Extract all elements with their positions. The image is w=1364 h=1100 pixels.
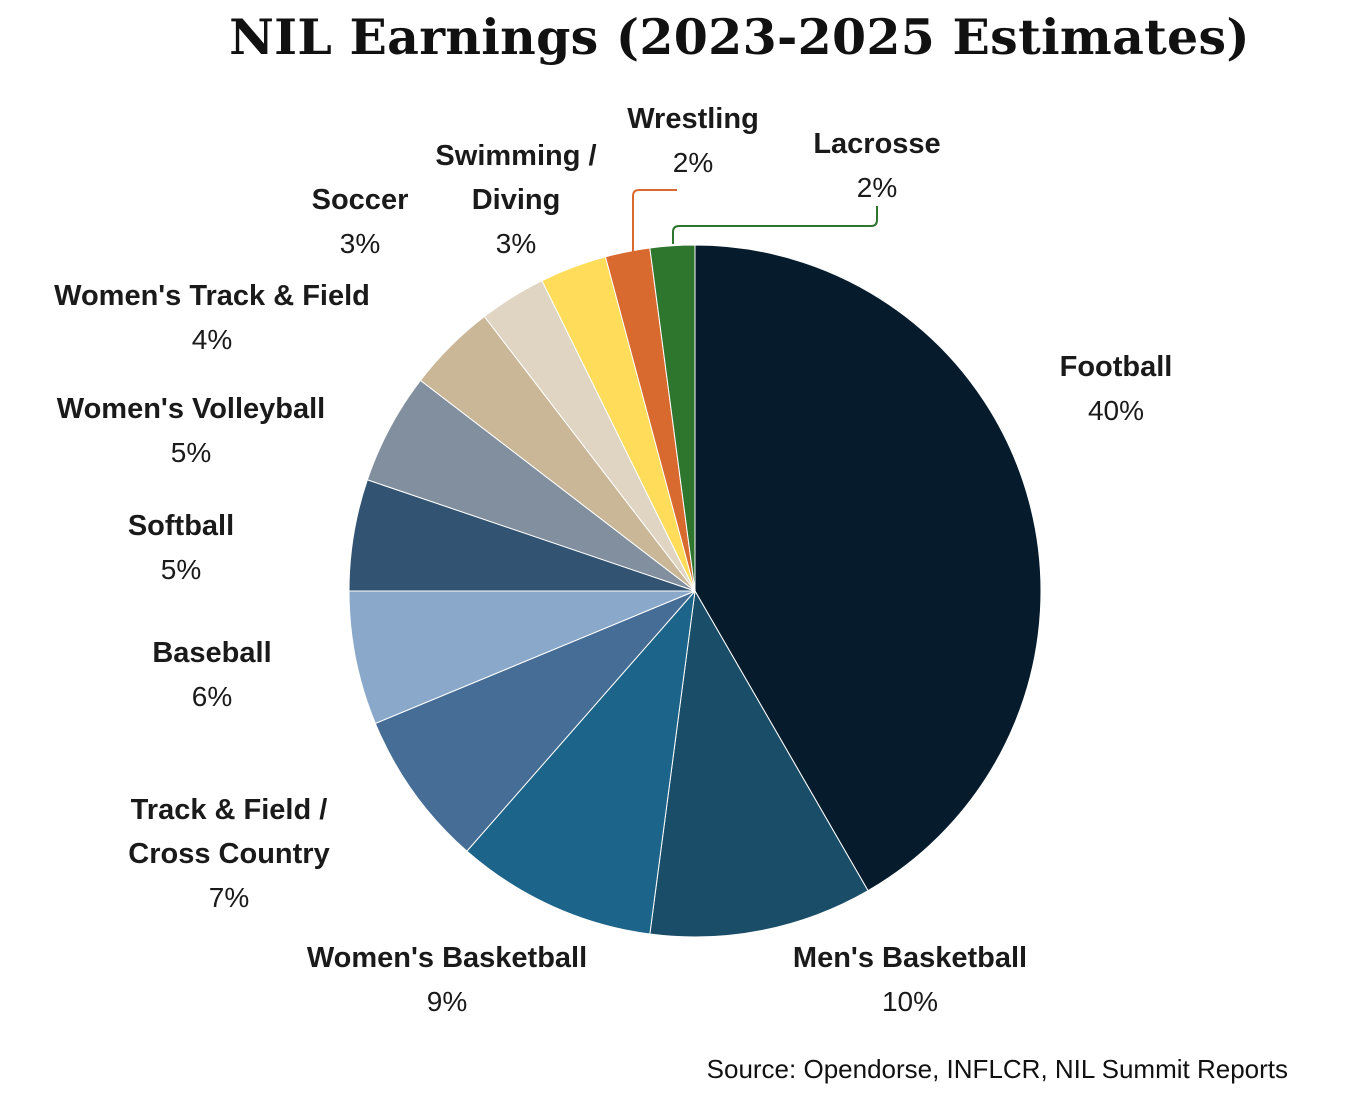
- source-note: Source: Opendorse, INFLCR, NIL Summit Re…: [706, 1054, 1288, 1084]
- slice-percent: 10%: [882, 986, 938, 1017]
- slice-name: Soccer: [312, 184, 409, 216]
- slice-label-7: Women's Volleyball 5%: [57, 393, 326, 468]
- slice-name: Cross Country: [128, 838, 329, 870]
- chart-title: NIL Earnings (2023-2025 Estimates): [229, 8, 1250, 66]
- leader-line-11: [632, 189, 677, 252]
- slice-label-9: Soccer 3%: [312, 184, 409, 259]
- pie-slice-2: [649, 589, 869, 938]
- slice-percent: 3%: [340, 228, 380, 259]
- slice-name: Football: [1060, 351, 1173, 383]
- slice-label-8: Women's Track & Field 4%: [54, 280, 370, 355]
- slice-label-3: Women's Basketball 9%: [307, 942, 587, 1017]
- slice-label-5: Baseball 6%: [152, 637, 271, 712]
- slice-percent: 6%: [192, 681, 232, 712]
- slice-percent: 5%: [171, 437, 211, 468]
- slice-name: Women's Volleyball: [57, 393, 326, 425]
- pie-slices: [348, 244, 1042, 938]
- slice-name: Track & Field /: [131, 794, 328, 826]
- pie-slice-5: [348, 590, 696, 725]
- slice-percent: 4%: [192, 324, 232, 355]
- leader-line-12: [672, 206, 878, 244]
- slice-percent: 2%: [857, 172, 897, 203]
- slice-percent: 2%: [673, 147, 713, 178]
- slice-name: Diving: [472, 184, 561, 216]
- slice-name: Baseball: [152, 637, 271, 669]
- slice-label-4: Track & Field / Cross Country 7%: [128, 794, 329, 913]
- slice-label-1: Football 40%: [1060, 351, 1173, 426]
- slice-percent: 40%: [1088, 395, 1144, 426]
- pie-slice-3: [466, 589, 696, 935]
- pie-slice-4: [374, 590, 696, 852]
- slice-label-12: Lacrosse 2%: [813, 128, 940, 203]
- label-leader-lines: [632, 189, 878, 252]
- slice-name: Men's Basketball: [793, 942, 1027, 974]
- pie-slice-1: [694, 244, 1042, 892]
- slice-label-10: Swimming / Diving 3%: [435, 140, 596, 259]
- slice-name: Softball: [128, 510, 234, 542]
- slice-labels: Football 40% Men's Basketball 10% Women's Ba…: [54, 103, 1172, 1017]
- slice-percent: 5%: [161, 554, 201, 585]
- slice-label-2: Men's Basketball 10%: [793, 942, 1027, 1017]
- slice-label-6: Softball 5%: [128, 510, 234, 585]
- slice-label-11: Wrestling 2%: [627, 103, 759, 178]
- slice-name: Wrestling: [627, 103, 759, 135]
- slice-name: Women's Track & Field: [54, 280, 370, 312]
- slice-name: Women's Basketball: [307, 942, 587, 974]
- slice-percent: 7%: [209, 882, 249, 913]
- slice-name: Swimming /: [435, 140, 596, 172]
- slice-percent: 9%: [427, 986, 467, 1017]
- pie-slice-12: [649, 244, 696, 592]
- slice-name: Lacrosse: [813, 128, 940, 160]
- slice-percent: 3%: [496, 228, 536, 259]
